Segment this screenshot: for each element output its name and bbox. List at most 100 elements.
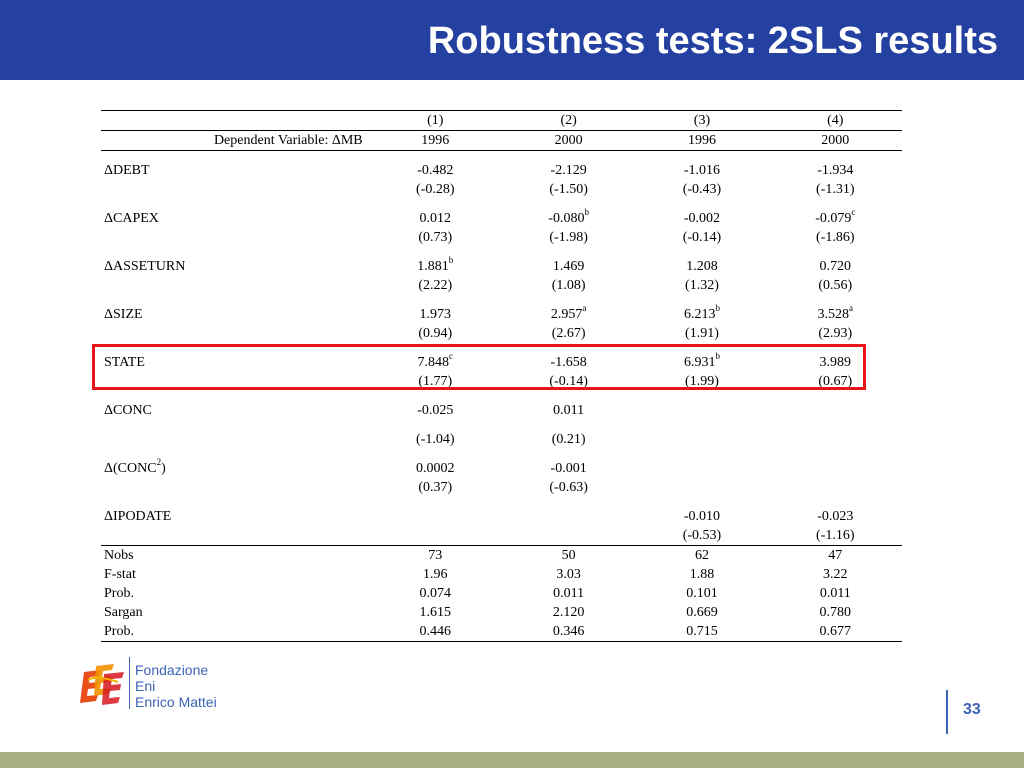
variable-name: ΔASSETURN bbox=[104, 259, 186, 274]
tstat-cell: (1.08) bbox=[551, 278, 586, 293]
stat-label: Sargan bbox=[104, 605, 143, 620]
column-number: (3) bbox=[635, 110, 769, 131]
coef-cell: -0.079c bbox=[815, 207, 856, 226]
year-cell: 1996 bbox=[635, 130, 769, 151]
coef-cell: 7.848c bbox=[417, 351, 454, 370]
coef-row-state: STATE 7.848c -1.658 6.931b 3.989 bbox=[101, 351, 902, 372]
tstat-cell: (-0.63) bbox=[549, 480, 588, 495]
tstat-row-debt: (-0.28) (-1.50) (-0.43) (-1.31) bbox=[101, 180, 902, 199]
tstat-cell: (1.77) bbox=[418, 374, 453, 389]
variable-name: ΔIPODATE bbox=[104, 509, 172, 524]
coef-row-ipodate: ΔIPODATE -0.010 -0.023 bbox=[101, 507, 902, 526]
stat-cell: 0.011 bbox=[819, 586, 851, 601]
variable-name: ΔCAPEX bbox=[104, 211, 159, 226]
tstat-cell: (-1.31) bbox=[816, 182, 855, 197]
stat-label: Prob. bbox=[101, 622, 369, 642]
tstat-cell: (0.21) bbox=[551, 432, 586, 447]
logo-divider bbox=[129, 657, 130, 709]
coef-cell: -0.002 bbox=[683, 211, 721, 226]
tstat-cell: (-1.16) bbox=[816, 528, 855, 543]
tstat-cell: (0.56) bbox=[818, 278, 853, 293]
stat-cell: 1.88 bbox=[689, 567, 715, 582]
coef-cell: -1.934 bbox=[817, 163, 854, 178]
coef-cell: 6.213b bbox=[683, 303, 720, 322]
coef-cell: -2.129 bbox=[550, 163, 587, 178]
feem-logo-icon bbox=[74, 656, 130, 712]
stat-cell: 47 bbox=[768, 545, 902, 565]
coef-cell: -0.001 bbox=[550, 461, 587, 476]
stat-row: F-stat 1.96 3.03 1.88 3.22 bbox=[101, 565, 902, 584]
stat-cell: 0.011 bbox=[553, 586, 585, 601]
column-number-row: (1) (2) (3) (4) bbox=[101, 110, 902, 131]
tstat-cell: (-1.04) bbox=[416, 432, 455, 447]
page-number-divider bbox=[946, 690, 948, 734]
coef-row-asseturn: ΔASSETURN 1.881b 1.469 1.208 0.720 bbox=[101, 255, 902, 276]
stat-cell: 0.101 bbox=[686, 586, 718, 601]
coef-cell: -0.482 bbox=[417, 163, 454, 178]
stat-cell: 50 bbox=[501, 545, 636, 565]
variable-name: ΔSIZE bbox=[104, 307, 143, 322]
tstat-row-conc-squared: (0.37) (-0.63) bbox=[101, 478, 902, 497]
tstat-cell: (-0.14) bbox=[549, 374, 588, 389]
coef-cell: 3.528a bbox=[817, 303, 854, 322]
stat-cell: 0.346 bbox=[501, 622, 636, 642]
stat-cell: 1.96 bbox=[423, 567, 448, 582]
state-row-highlight bbox=[92, 344, 866, 390]
coef-cell: 1.469 bbox=[552, 259, 585, 274]
coef-cell: 0.012 bbox=[419, 211, 452, 226]
year-cell: 2000 bbox=[501, 130, 636, 151]
tstat-cell: (2.67) bbox=[551, 326, 586, 341]
stat-row: Sargan 1.615 2.120 0.669 0.780 bbox=[101, 603, 902, 622]
coef-cell: -0.023 bbox=[817, 509, 854, 524]
stat-label: Prob. bbox=[104, 586, 134, 601]
stat-cell: 62 bbox=[635, 545, 769, 565]
coef-cell bbox=[769, 401, 902, 420]
tstat-cell bbox=[369, 526, 502, 546]
coef-cell bbox=[635, 401, 768, 420]
dependent-variable-label: Dependent Variable: ΔMB bbox=[101, 130, 369, 151]
coef-cell: -1.658 bbox=[550, 355, 587, 370]
tstat-cell: (-0.28) bbox=[416, 182, 455, 197]
tstat-cell bbox=[769, 478, 902, 497]
tstat-row-asseturn: (2.22) (1.08) (1.32) (0.56) bbox=[101, 276, 902, 295]
variable-name: Δ(CONC2) bbox=[104, 457, 166, 476]
coef-cell: -0.010 bbox=[683, 509, 721, 524]
coef-row-conc: ΔCONC -0.025 0.011 bbox=[101, 401, 902, 420]
tstat-cell: (2.22) bbox=[418, 278, 453, 293]
stat-cell: 0.669 bbox=[686, 605, 718, 620]
coef-row-size: ΔSIZE 1.973 2.957a 6.213b 3.528a bbox=[101, 303, 902, 324]
tstat-cell: (2.93) bbox=[818, 326, 853, 341]
stat-cell: 0.446 bbox=[368, 622, 502, 642]
tstat-row-size: (0.94) (2.67) (1.91) (2.93) bbox=[101, 324, 902, 343]
tstat-cell: (-1.50) bbox=[549, 182, 588, 197]
stat-cell: 0.715 bbox=[635, 622, 769, 642]
tstat-cell: (-0.53) bbox=[682, 528, 722, 543]
tstat-cell bbox=[635, 478, 768, 497]
tstat-cell bbox=[635, 430, 768, 449]
tstat-cell: (0.94) bbox=[418, 326, 453, 341]
stat-cell: 3.22 bbox=[823, 567, 848, 582]
coef-cell: 6.931b bbox=[683, 351, 720, 370]
stat-cell: 2.120 bbox=[552, 605, 585, 620]
coef-row-conc-squared: Δ(CONC2) 0.0002 -0.001 bbox=[101, 457, 902, 478]
tstat-cell: (0.73) bbox=[418, 230, 453, 245]
coef-cell bbox=[635, 459, 768, 478]
stat-label: Nobs bbox=[101, 545, 369, 565]
coef-cell: -1.016 bbox=[683, 163, 721, 178]
tstat-row-capex: (0.73) (-1.98) (-0.14) (-1.86) bbox=[101, 228, 902, 247]
coef-cell bbox=[502, 507, 635, 526]
coef-cell bbox=[769, 459, 902, 478]
tstat-row-conc: (-1.04) (0.21) bbox=[101, 430, 902, 449]
tstat-cell: (-1.86) bbox=[816, 230, 855, 245]
year-cell: 2000 bbox=[768, 130, 902, 151]
tstat-cell: (1.32) bbox=[685, 278, 719, 293]
coef-cell: 1.973 bbox=[419, 307, 452, 322]
year-cell: 1996 bbox=[368, 130, 502, 151]
stat-label: F-stat bbox=[104, 567, 136, 582]
coef-cell: 1.881b bbox=[417, 255, 454, 274]
coef-cell: 0.720 bbox=[819, 259, 852, 274]
coef-row-capex: ΔCAPEX 0.012 -0.080b -0.002 -0.079c bbox=[101, 207, 902, 228]
title-bar: Robustness tests: 2SLS results bbox=[0, 0, 1024, 80]
stat-cell: 0.677 bbox=[768, 622, 902, 642]
stat-cell: 3.03 bbox=[556, 567, 581, 582]
